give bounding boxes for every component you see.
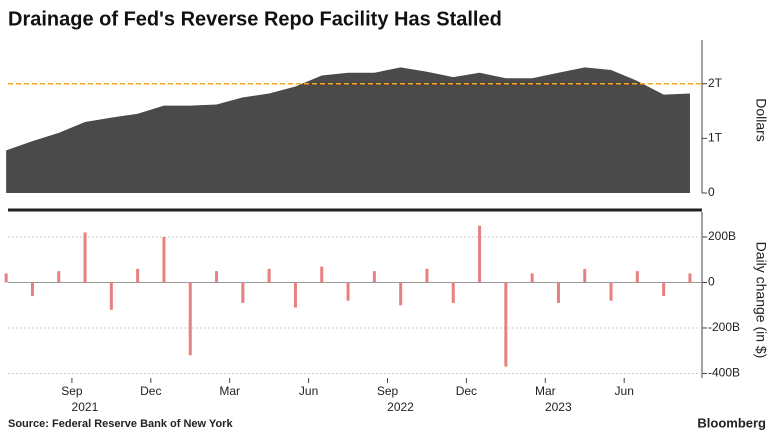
bar: [688, 273, 692, 283]
y-tick-label: 200B: [708, 229, 736, 243]
bar: [478, 225, 482, 283]
bar: [320, 266, 324, 283]
x-tick-label: Sep: [61, 384, 83, 398]
bar: [162, 237, 166, 283]
bar: [372, 271, 376, 283]
bar: [136, 268, 140, 283]
bar: [30, 282, 34, 297]
x-year-label: 2021: [72, 400, 99, 414]
bar: [609, 282, 613, 301]
y-axis-title: Dollars: [753, 98, 769, 142]
x-tick-label: Jun: [299, 384, 318, 398]
bar: [583, 268, 587, 283]
bar: [241, 282, 245, 303]
bar: [188, 282, 192, 356]
bar: [109, 282, 113, 310]
bar: [425, 268, 429, 283]
x-year-label: 2023: [545, 400, 572, 414]
logo: Bloomberg: [697, 415, 766, 430]
x-tick-label: Sep: [377, 384, 399, 398]
bar: [215, 271, 219, 283]
x-tick-label: Mar: [535, 384, 556, 398]
x-tick-label: Mar: [219, 384, 240, 398]
bar: [4, 273, 8, 283]
y-tick-label: 0: [708, 275, 715, 289]
y-tick-label: 2T: [708, 76, 723, 90]
chart-title: Drainage of Fed's Reverse Repo Facility …: [8, 8, 502, 30]
y-tick-label: 0: [708, 185, 715, 199]
bar: [57, 271, 61, 283]
bar: [504, 282, 508, 367]
bar: [346, 282, 350, 301]
y-tick-label: -400B: [708, 366, 740, 380]
bar: [556, 282, 560, 303]
bar: [83, 232, 87, 283]
bar: [635, 271, 639, 283]
bar: [451, 282, 455, 303]
bar: [267, 268, 271, 283]
bar: [530, 273, 534, 283]
bar: [293, 282, 297, 308]
x-tick-label: Jun: [615, 384, 634, 398]
x-tick-label: Dec: [140, 384, 161, 398]
bar: [399, 282, 403, 306]
area: [6, 67, 690, 193]
source-note: Source: Federal Reserve Bank of New York: [8, 418, 233, 430]
y-tick-label: -200B: [708, 320, 740, 334]
bar: [662, 282, 666, 297]
x-year-label: 2022: [387, 400, 414, 414]
y-axis-title: Daily change (in $): [753, 242, 769, 359]
x-tick-label: Dec: [456, 384, 477, 398]
y-tick-label: 1T: [708, 131, 723, 145]
